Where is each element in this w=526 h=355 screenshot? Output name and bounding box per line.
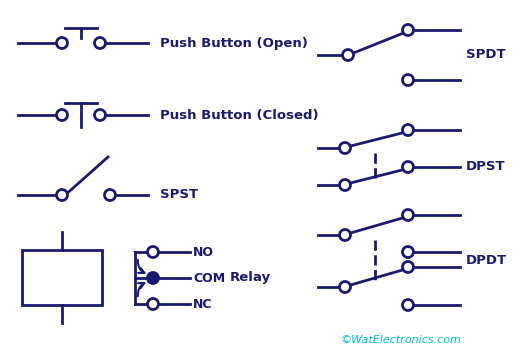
Circle shape (339, 180, 350, 191)
Circle shape (402, 209, 413, 220)
Text: SPST: SPST (160, 189, 198, 202)
Circle shape (95, 109, 106, 120)
Text: DPST: DPST (466, 160, 505, 173)
Text: Relay: Relay (230, 272, 271, 284)
Circle shape (339, 142, 350, 153)
Text: Push Button (Closed): Push Button (Closed) (160, 109, 319, 121)
Circle shape (147, 299, 158, 310)
Text: COM: COM (193, 272, 225, 284)
Circle shape (402, 262, 413, 273)
Text: SPDT: SPDT (466, 49, 505, 61)
Circle shape (339, 229, 350, 240)
Circle shape (147, 273, 158, 284)
Circle shape (339, 282, 350, 293)
Circle shape (56, 38, 67, 49)
Circle shape (402, 300, 413, 311)
Bar (22, 250, 102, 305)
Text: Push Button (Open): Push Button (Open) (160, 37, 308, 49)
Text: DPDT: DPDT (466, 255, 507, 268)
Circle shape (342, 49, 353, 60)
Text: NO: NO (193, 246, 214, 258)
Text: ©WatElectronics.com: ©WatElectronics.com (340, 335, 461, 345)
Circle shape (402, 24, 413, 36)
Circle shape (402, 246, 413, 257)
Circle shape (147, 246, 158, 257)
Text: NC: NC (193, 297, 213, 311)
Circle shape (95, 38, 106, 49)
Circle shape (56, 109, 67, 120)
Circle shape (402, 162, 413, 173)
Circle shape (105, 190, 116, 201)
Circle shape (402, 125, 413, 136)
Circle shape (402, 75, 413, 86)
Circle shape (56, 190, 67, 201)
